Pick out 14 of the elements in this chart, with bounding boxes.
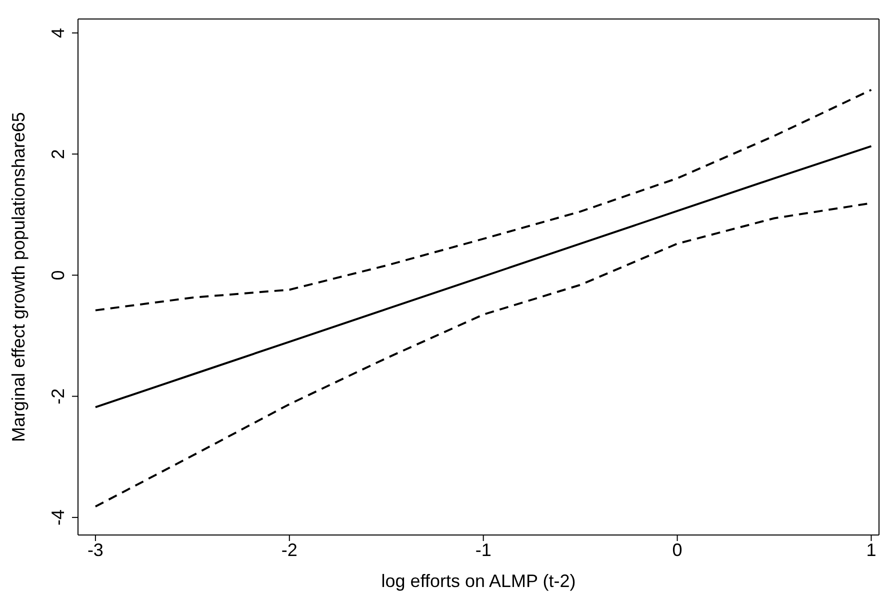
line-series [94,145,872,408]
x-tick-label: 1 [866,540,876,560]
y-tick-label: 4 [48,28,68,38]
x-tick-label: 0 [672,540,682,560]
x-tick-label: -1 [475,540,492,560]
x-tick-label: -2 [281,540,298,560]
y-tick-label: 2 [48,149,68,160]
y-tick-label: 0 [48,270,68,280]
x-axis-title: log efforts on ALMP (t-2) [381,571,576,591]
y-axis-title: Marginal effect growth populationshare65 [8,112,28,442]
line-series [94,88,872,312]
x-tick-label: -3 [87,540,104,560]
y-tick-label: -2 [48,388,68,404]
y-tick-label: -4 [48,509,68,526]
